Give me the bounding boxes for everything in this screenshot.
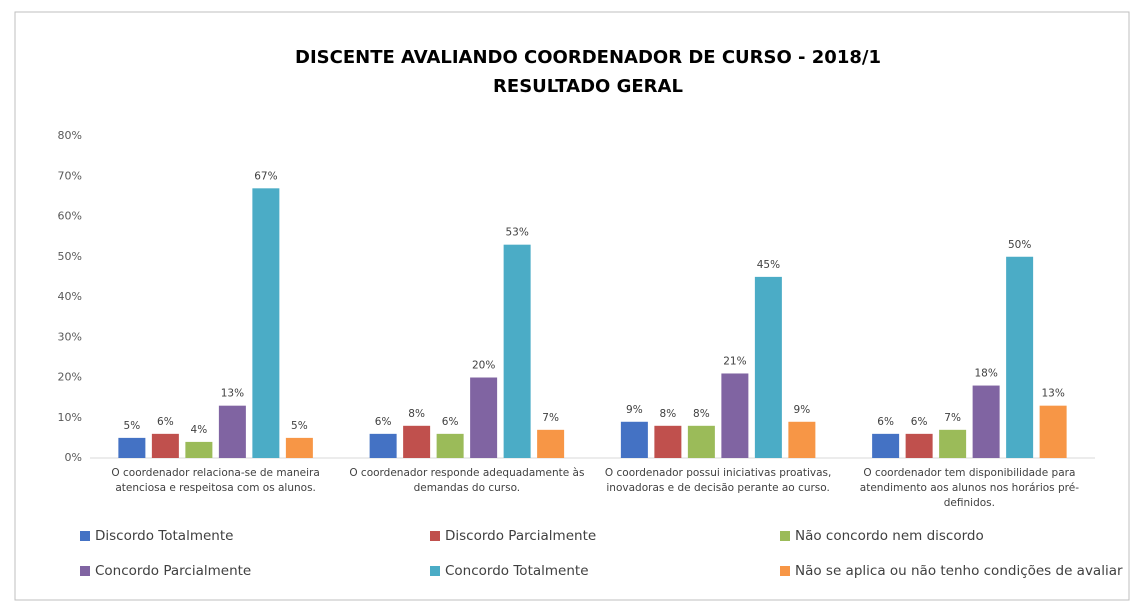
legend-swatch xyxy=(80,566,90,576)
data-label: 21% xyxy=(723,355,746,367)
bar xyxy=(185,441,213,458)
data-label: 7% xyxy=(944,412,961,424)
legend-label: Concordo Totalmente xyxy=(445,563,589,579)
data-label: 8% xyxy=(693,408,710,420)
data-label: 13% xyxy=(1041,388,1064,400)
data-label: 6% xyxy=(442,416,459,428)
x-tick-label: O coordenador relaciona-se de maneira at… xyxy=(111,467,320,494)
data-label: 9% xyxy=(626,404,643,416)
y-tick-label: 10% xyxy=(58,411,82,424)
bar xyxy=(620,421,648,458)
bar xyxy=(1006,256,1034,458)
bar xyxy=(369,433,397,458)
legend-item: Discordo Parcialmente xyxy=(430,528,596,544)
data-label: 45% xyxy=(757,259,780,271)
legend-swatch xyxy=(430,531,440,541)
y-tick-label: 30% xyxy=(58,330,82,343)
bar xyxy=(872,433,900,458)
chart-title: DISCENTE AVALIANDO COORDENADOR DE CURSO … xyxy=(295,47,881,68)
bar xyxy=(470,377,498,458)
data-label: 6% xyxy=(375,416,392,428)
data-label: 53% xyxy=(505,227,528,239)
legend-item: Concordo Parcialmente xyxy=(80,563,251,579)
y-tick-label: 50% xyxy=(58,250,82,263)
legend-label: Discordo Totalmente xyxy=(95,528,234,544)
y-tick-label: 60% xyxy=(58,210,82,223)
chart-subtitle: RESULTADO GERAL xyxy=(493,76,683,97)
y-tick-label: 80% xyxy=(58,129,82,142)
legend-item: Concordo Totalmente xyxy=(430,563,589,579)
bar xyxy=(151,433,179,458)
bar xyxy=(654,425,682,458)
legend-swatch xyxy=(430,566,440,576)
legend-label: Discordo Parcialmente xyxy=(445,528,597,544)
legend-item: Não se aplica ou não tenho condições de … xyxy=(780,563,1123,579)
data-label: 8% xyxy=(408,408,425,420)
data-label: 67% xyxy=(254,170,277,182)
data-label: 9% xyxy=(794,404,811,416)
legend-swatch xyxy=(780,566,790,576)
data-label: 8% xyxy=(660,408,677,420)
bar xyxy=(721,373,749,458)
x-tick-label: O coordenador tem disponibilidade para a… xyxy=(859,467,1079,509)
y-tick-label: 0% xyxy=(65,451,82,464)
data-label: 6% xyxy=(877,416,894,428)
bar xyxy=(754,276,782,458)
y-tick-label: 20% xyxy=(58,371,82,384)
legend-swatch xyxy=(80,531,90,541)
bar xyxy=(537,429,565,458)
legend-label: Não concordo nem discordo xyxy=(795,528,984,544)
data-label: 6% xyxy=(911,416,928,428)
bar xyxy=(939,429,967,458)
y-tick-label: 40% xyxy=(58,290,82,303)
bar xyxy=(503,244,531,458)
legend-label: Concordo Parcialmente xyxy=(95,563,252,579)
bar xyxy=(403,425,431,458)
data-label: 5% xyxy=(291,420,308,432)
bar xyxy=(118,437,146,458)
data-label: 4% xyxy=(191,424,208,436)
bar xyxy=(218,405,246,458)
data-label: 50% xyxy=(1008,239,1031,251)
bar xyxy=(285,437,313,458)
frame xyxy=(14,11,1130,601)
legend-swatch xyxy=(780,531,790,541)
y-tick-label: 70% xyxy=(58,169,82,182)
legend-item: Discordo Totalmente xyxy=(80,528,233,544)
bar xyxy=(252,188,280,458)
data-label: 6% xyxy=(157,416,174,428)
bar xyxy=(687,425,715,458)
data-label: 18% xyxy=(974,368,997,380)
bar xyxy=(788,421,816,458)
bar xyxy=(436,433,464,458)
x-tick-label: O coordenador responde adequadamente às … xyxy=(349,467,585,494)
legend-item: Não concordo nem discordo xyxy=(780,528,984,544)
bar xyxy=(1039,405,1067,458)
data-label: 13% xyxy=(221,388,244,400)
legend-label: Não se aplica ou não tenho condições de … xyxy=(795,563,1123,579)
data-label: 20% xyxy=(472,360,495,372)
bar xyxy=(972,385,1000,458)
data-label: 5% xyxy=(124,420,141,432)
x-tick-label: O coordenador possui iniciativas proativ… xyxy=(604,467,832,494)
bar xyxy=(905,433,933,458)
data-label: 7% xyxy=(542,412,559,424)
